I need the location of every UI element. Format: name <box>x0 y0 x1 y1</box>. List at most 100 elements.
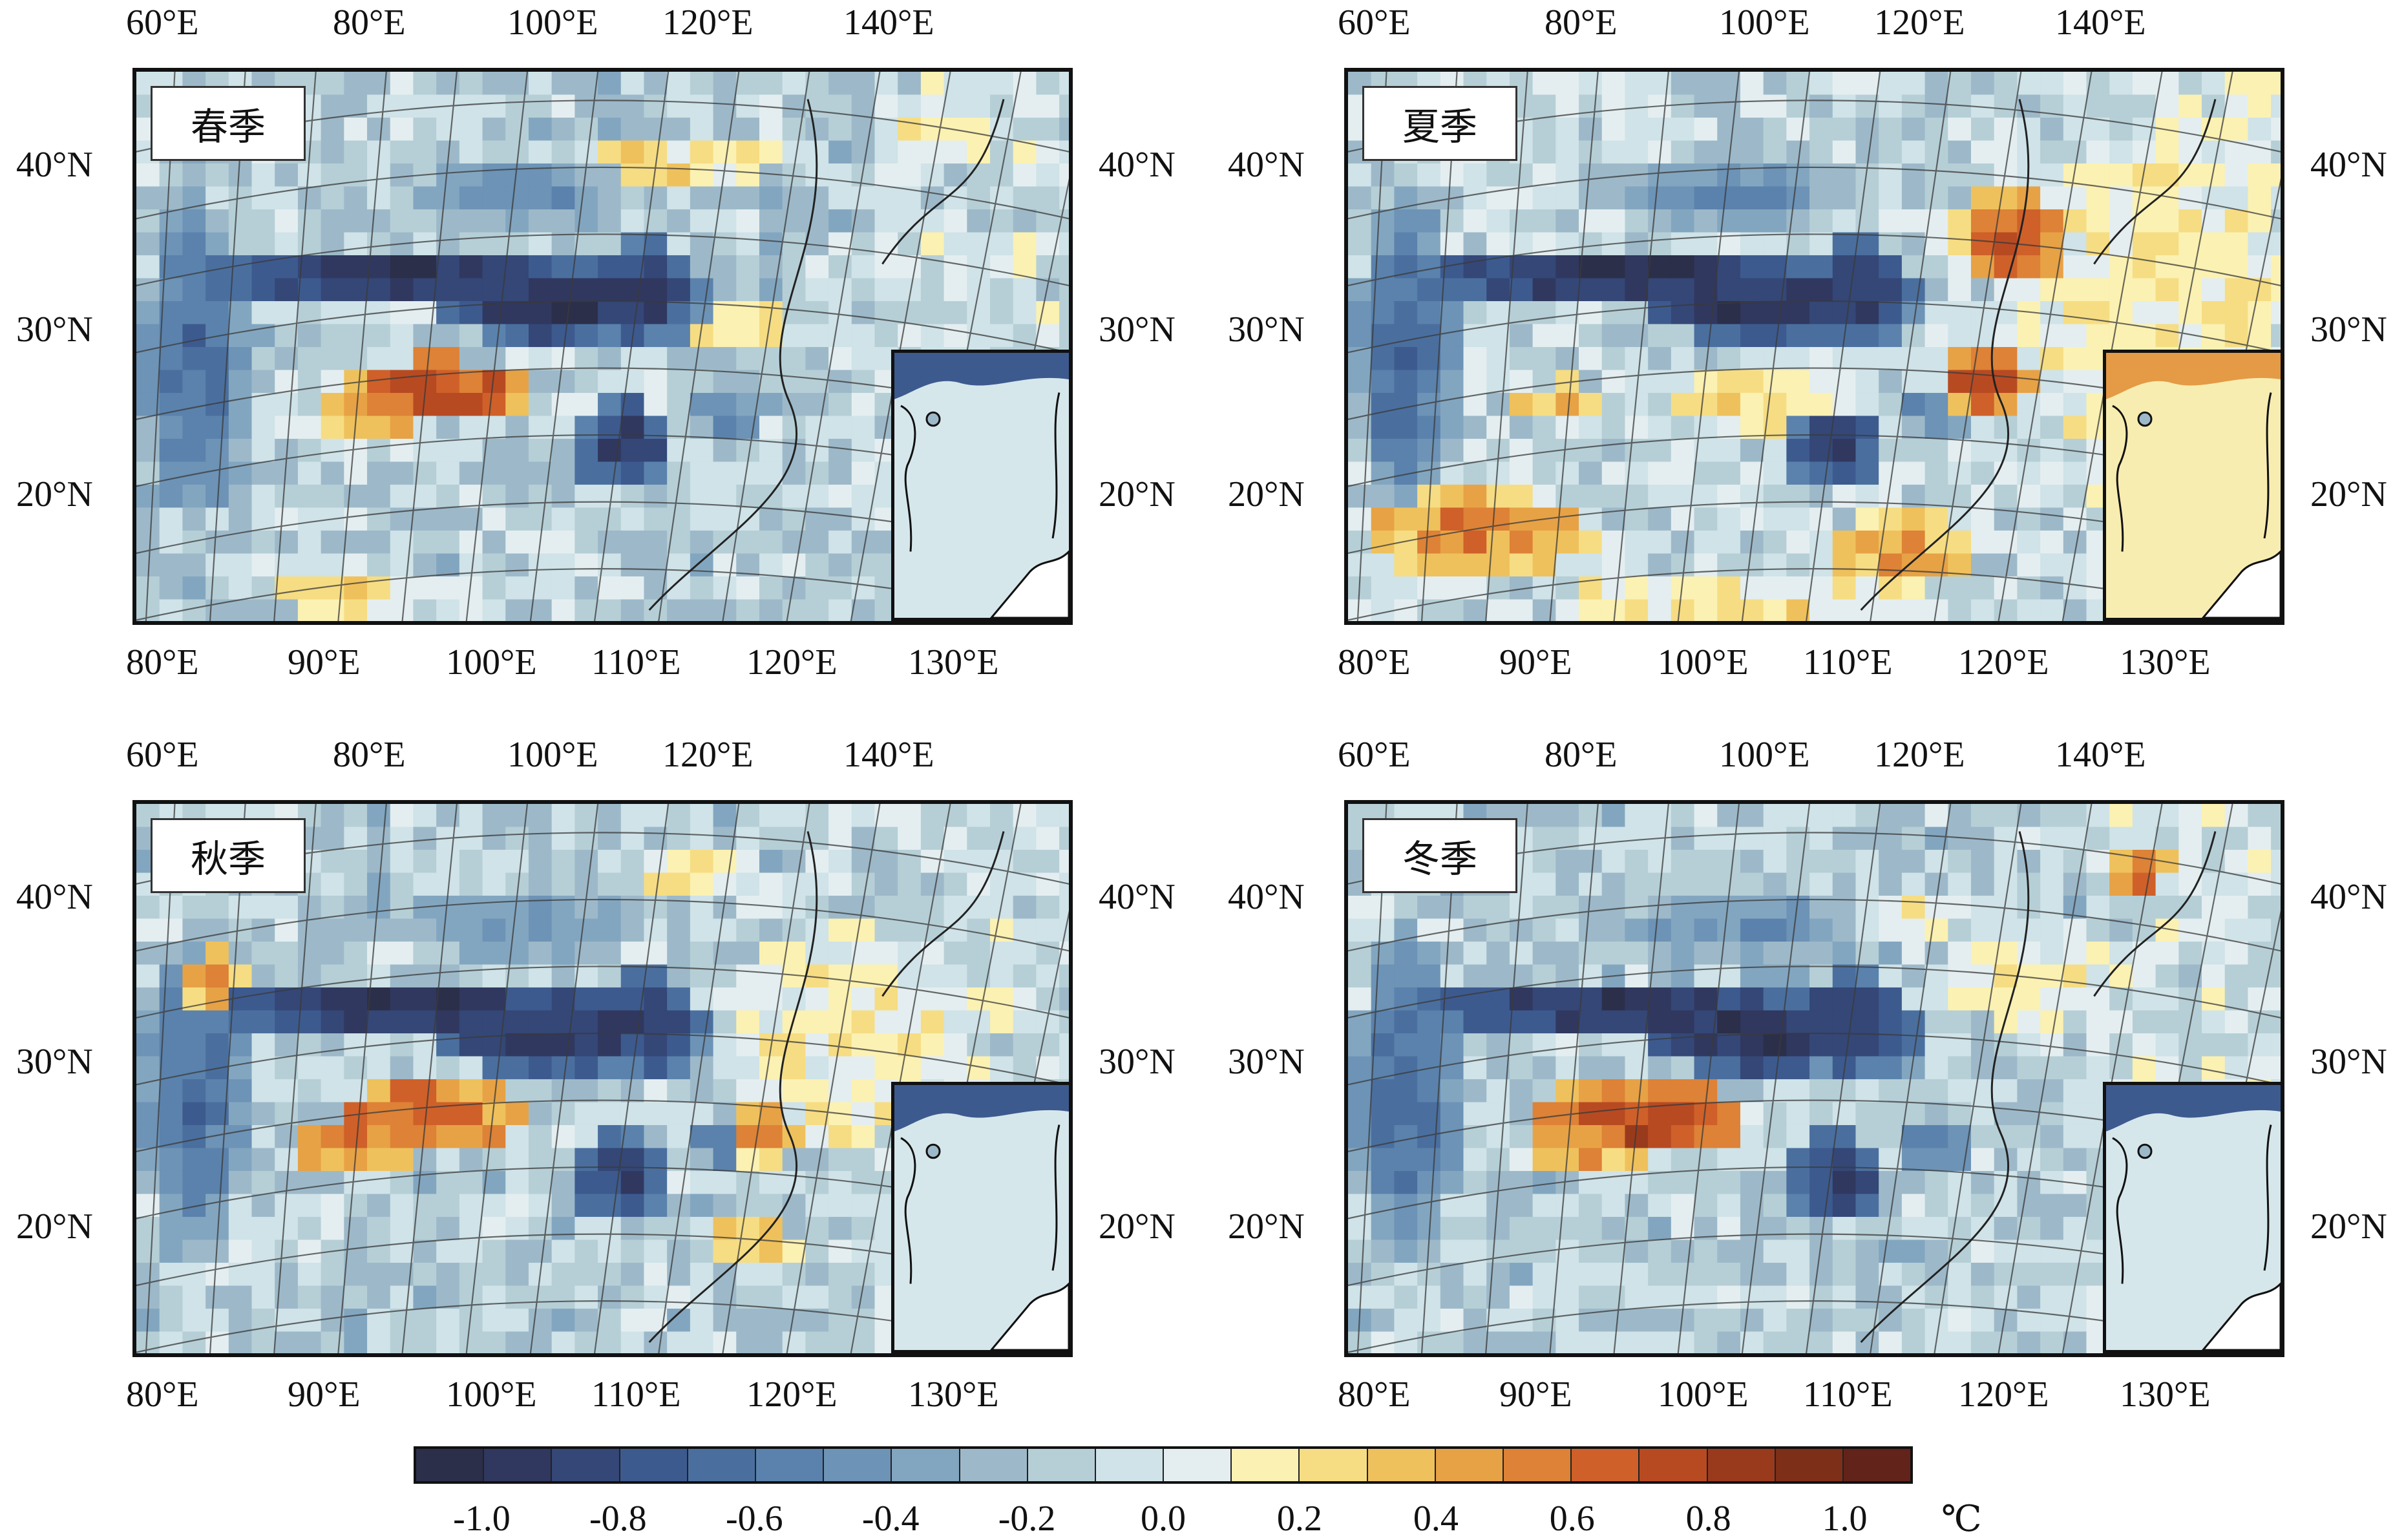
map-frame: 春季 <box>132 68 1073 625</box>
temperature-map <box>1348 804 2281 1353</box>
left-latitude-label: 30°N <box>16 1042 93 1082</box>
top-longitude-label: 80°E <box>333 3 406 43</box>
bottom-longitude-label: 80°E <box>126 642 199 682</box>
top-longitude-label: 60°E <box>126 3 199 43</box>
colorbar-swatch <box>1775 1449 1844 1481</box>
colorbar-swatch <box>755 1449 825 1481</box>
temperature-field <box>1348 804 2281 1353</box>
bottom-longitude-label: 100°E <box>446 1375 537 1415</box>
south-china-sea-inset <box>891 1082 1069 1353</box>
colorbar-unit: ℃ <box>1941 1499 1982 1539</box>
colorbar-swatch <box>1028 1449 1096 1481</box>
map-panel-spring: 春季 60°E 80°E 100°E 120°E 140°E 80°E 90°E 100°E 11… <box>16 5 1176 680</box>
season-label: 秋季 <box>151 818 306 893</box>
right-latitude-label: 30°N <box>1099 310 1176 350</box>
colorbar-swatch <box>1640 1449 1708 1481</box>
left-latitude-label: 40°N <box>1228 145 1305 185</box>
top-longitude-label: 140°E <box>2055 3 2146 43</box>
colorbar-tick-label: 0.4 <box>1413 1499 1459 1539</box>
coastline <box>648 831 1005 1343</box>
top-longitude-label: 120°E <box>662 735 754 775</box>
bottom-longitude-label: 110°E <box>1803 642 1893 682</box>
colorbar-swatch <box>1232 1449 1300 1481</box>
top-longitude-label: 100°E <box>1719 3 1810 43</box>
colorbar-swatch <box>1367 1449 1436 1481</box>
bottom-longitude-label: 80°E <box>1338 1375 1411 1415</box>
season-label: 冬季 <box>1362 818 1517 893</box>
top-longitude-label: 60°E <box>1338 3 1411 43</box>
top-longitude-label: 120°E <box>662 3 754 43</box>
colorbar-swatch <box>1707 1449 1776 1481</box>
map-panel-winter: 冬季 60°E 80°E 100°E 120°E 140°E 80°E 90°E 100°E 11… <box>1228 737 2387 1413</box>
right-latitude-label: 20°N <box>1099 1207 1176 1247</box>
bottom-longitude-label: 130°E <box>2120 642 2211 682</box>
right-latitude-label: 20°N <box>1099 474 1176 514</box>
colorbar-swatch <box>1504 1449 1572 1481</box>
top-longitude-label: 100°E <box>507 735 598 775</box>
colorbar-swatch <box>960 1449 1028 1481</box>
bottom-longitude-label: 120°E <box>1958 1375 2049 1415</box>
left-latitude-label: 40°N <box>16 877 93 917</box>
left-latitude-label: 20°N <box>1228 474 1305 514</box>
season-label: 夏季 <box>1362 86 1517 161</box>
bottom-longitude-label: 90°E <box>1499 642 1572 682</box>
top-longitude-label: 120°E <box>1874 3 1965 43</box>
colorbar-swatch <box>1435 1449 1504 1481</box>
colorbar-tick-label: 0.8 <box>1685 1499 1731 1539</box>
top-longitude-label: 60°E <box>1338 735 1411 775</box>
map-frame: 夏季 <box>1344 68 2284 625</box>
top-longitude-label: 80°E <box>333 735 406 775</box>
map-frame: 秋季 <box>132 800 1073 1357</box>
left-latitude-label: 40°N <box>16 145 93 185</box>
top-longitude-label: 140°E <box>2055 735 2146 775</box>
map-panel-summer: 夏季 60°E 80°E 100°E 120°E 140°E 80°E 90°E 100°E 11… <box>1228 5 2387 680</box>
left-latitude-label: 20°N <box>16 1207 93 1247</box>
left-latitude-label: 40°N <box>1228 877 1305 917</box>
colorbar-swatch <box>1300 1449 1368 1481</box>
colorbar-swatch <box>688 1449 756 1481</box>
bottom-longitude-label: 110°E <box>591 642 681 682</box>
top-longitude-label: 120°E <box>1874 735 1965 775</box>
right-latitude-label: 30°N <box>2310 1042 2387 1082</box>
colorbar-tick-label: 1.0 <box>1822 1499 1868 1539</box>
bottom-longitude-label: 110°E <box>1803 1375 1893 1415</box>
top-longitude-label: 60°E <box>126 735 199 775</box>
colorbar-swatch <box>824 1449 892 1481</box>
colorbar-swatch <box>484 1449 553 1481</box>
left-latitude-label: 30°N <box>1228 1042 1305 1082</box>
colorbar-tick-label: -0.4 <box>861 1499 920 1539</box>
colorbar-swatch <box>552 1449 620 1481</box>
map-frame: 冬季 <box>1344 800 2284 1357</box>
bottom-longitude-label: 120°E <box>746 1375 838 1415</box>
right-latitude-label: 40°N <box>1099 145 1176 185</box>
top-longitude-label: 100°E <box>507 3 598 43</box>
colorbar-tick-label: -0.8 <box>589 1499 647 1539</box>
right-latitude-label: 30°N <box>2310 310 2387 350</box>
colorbar-swatch <box>1164 1449 1232 1481</box>
colorbar-tick-label: -1.0 <box>453 1499 511 1539</box>
bottom-longitude-label: 130°E <box>908 642 999 682</box>
top-longitude-label: 80°E <box>1545 3 1618 43</box>
colorbar-swatch <box>892 1449 960 1481</box>
right-latitude-label: 40°N <box>2310 877 2387 917</box>
coastline <box>648 99 1005 611</box>
colorbar-tick-label: -0.2 <box>998 1499 1056 1539</box>
bottom-longitude-label: 100°E <box>1658 1375 1749 1415</box>
colorbar <box>414 1446 1913 1484</box>
season-label: 春季 <box>151 86 306 161</box>
colorbar-swatch <box>1095 1449 1165 1481</box>
south-china-sea-inset <box>891 350 1069 621</box>
bottom-longitude-label: 90°E <box>288 1375 361 1415</box>
bottom-longitude-label: 80°E <box>1338 642 1411 682</box>
right-latitude-label: 40°N <box>1099 877 1176 917</box>
south-china-sea-inset <box>2103 350 2281 621</box>
coastline <box>1860 99 2217 611</box>
bottom-longitude-label: 100°E <box>1658 642 1749 682</box>
bottom-longitude-label: 100°E <box>446 642 537 682</box>
top-longitude-label: 80°E <box>1545 735 1618 775</box>
bottom-longitude-label: 80°E <box>126 1375 199 1415</box>
top-longitude-label: 140°E <box>843 3 934 43</box>
colorbar-swatch <box>416 1449 485 1481</box>
bottom-longitude-label: 130°E <box>908 1375 999 1415</box>
left-latitude-label: 30°N <box>1228 310 1305 350</box>
